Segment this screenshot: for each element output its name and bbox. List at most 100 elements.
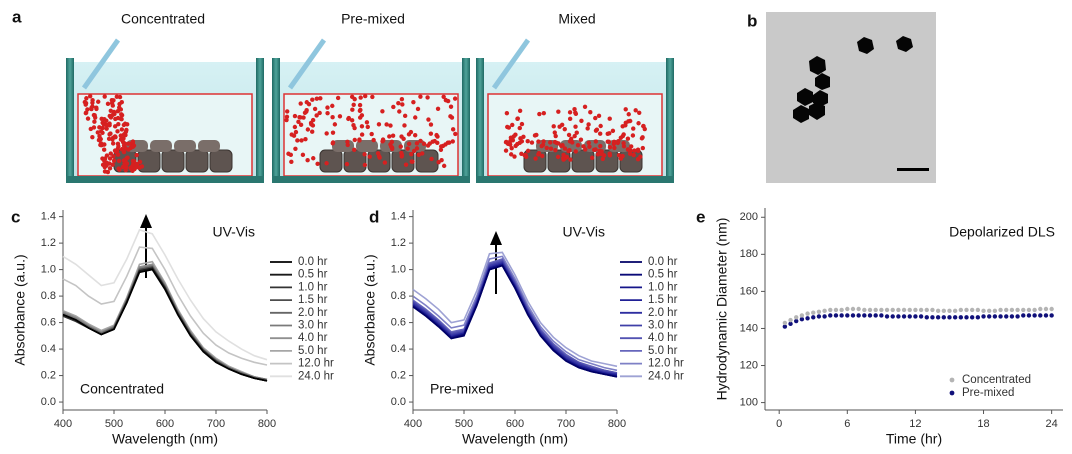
panel-title: Concentrated [121, 11, 205, 27]
particle [428, 122, 434, 127]
particle [349, 118, 355, 123]
point [1004, 307, 1009, 313]
particle [402, 123, 407, 128]
legend-swatch [949, 390, 955, 396]
particle [636, 121, 641, 126]
particle [415, 106, 421, 112]
legend-label: 12.0 hr [648, 358, 684, 370]
particle [413, 115, 418, 120]
particle [627, 151, 633, 156]
point [799, 313, 805, 318]
tank-wall [66, 58, 74, 182]
block [198, 140, 220, 152]
particle [116, 122, 121, 127]
particle [567, 110, 573, 115]
particle [448, 104, 454, 109]
particle [540, 153, 545, 159]
point [981, 308, 986, 314]
particle [301, 115, 306, 120]
particle [575, 143, 581, 148]
point [913, 314, 918, 319]
legend-label: 4.0 hr [298, 332, 328, 344]
particle [125, 155, 130, 160]
particle [504, 110, 510, 116]
arrow-head [490, 231, 502, 245]
particle [100, 125, 105, 131]
particle [620, 153, 625, 159]
particle [87, 94, 93, 99]
x-axis-label: Wavelength (nm) [462, 431, 568, 447]
particle [409, 151, 414, 157]
annotation: UV-Vis [212, 224, 255, 240]
point [1049, 313, 1054, 318]
particle [583, 147, 588, 152]
particle [104, 126, 109, 131]
particle [357, 102, 363, 108]
particle [108, 151, 113, 156]
particle [399, 154, 404, 159]
particle [299, 138, 304, 143]
particle [292, 113, 298, 119]
point [947, 308, 952, 314]
point [913, 307, 918, 313]
particle [618, 135, 624, 140]
particle [115, 141, 121, 147]
block [356, 140, 378, 152]
legend-label: 0.0 hr [648, 256, 678, 268]
particle [400, 102, 405, 107]
particle [452, 96, 458, 101]
particle [92, 119, 97, 124]
particle [626, 112, 631, 117]
legend-label: 2.0 hr [298, 307, 328, 319]
particle [115, 129, 120, 134]
point [794, 318, 799, 324]
legend-label: 1.0 hr [648, 281, 678, 293]
particle [388, 144, 394, 149]
particle [406, 141, 412, 147]
particle [116, 158, 122, 164]
particle [305, 127, 311, 132]
particle [357, 108, 363, 114]
particle [90, 98, 95, 103]
particle [574, 130, 579, 135]
y-tick-label: 0.4 [41, 343, 56, 355]
point [805, 316, 810, 321]
x-tick-label: 400 [404, 418, 422, 430]
point [941, 315, 946, 320]
particle [364, 120, 370, 125]
particle [632, 148, 637, 153]
particle [106, 136, 112, 142]
particle [896, 36, 913, 52]
point [992, 314, 998, 319]
particle [815, 73, 830, 90]
particle [98, 141, 104, 146]
particle [529, 140, 535, 145]
y-tick-label: 0.4 [391, 343, 406, 355]
panel-label: d [369, 207, 379, 226]
particle [425, 143, 431, 148]
point [918, 307, 924, 313]
particle [298, 101, 303, 106]
panel-label: e [696, 207, 705, 226]
particle [857, 37, 874, 54]
particle [518, 136, 523, 141]
particle [376, 154, 382, 159]
particle [389, 139, 395, 145]
particle [399, 96, 405, 102]
particle [519, 151, 524, 157]
legend-label: 5.0 hr [298, 345, 328, 357]
particle [586, 122, 591, 127]
particle [90, 104, 95, 109]
legend-label: 2.0 hr [648, 307, 678, 319]
particle [380, 109, 385, 114]
point [1043, 306, 1049, 312]
point [947, 315, 952, 320]
particle [573, 124, 578, 129]
particle [510, 122, 515, 128]
y-tick-label: 0.6 [391, 316, 406, 328]
point [1021, 313, 1026, 318]
point [952, 308, 958, 314]
particle [296, 119, 301, 125]
point [975, 307, 981, 313]
